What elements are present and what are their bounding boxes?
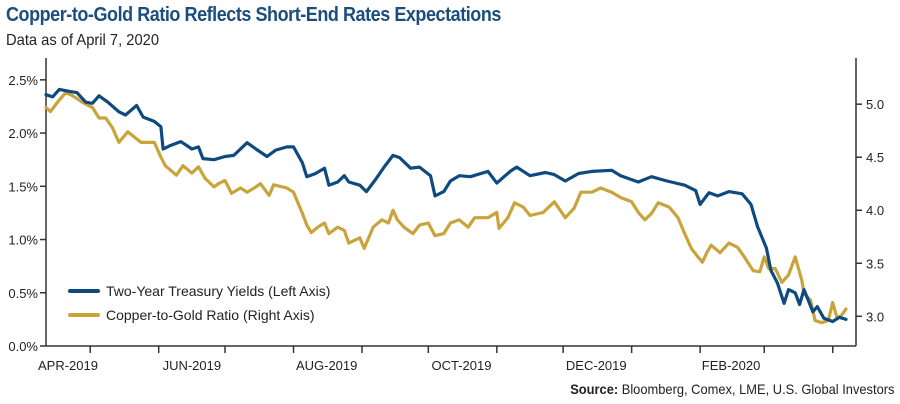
left-axis-tick-label: 2.5% <box>8 73 38 88</box>
chart-subtitle: Data as of April 7, 2020 <box>6 32 160 49</box>
right-axis-tick-label: 3.5 <box>866 256 884 271</box>
legend-label-treasury: Two-Year Treasury Yields (Left Axis) <box>106 283 330 299</box>
treasury-yield-line <box>44 87 848 324</box>
copper-gold-ratio-line <box>44 90 848 325</box>
left-axis-tick-label: 0.5% <box>8 286 38 301</box>
left-axis-tick-label: 2.0% <box>8 126 38 141</box>
legend: Two-Year Treasury Yields (Left Axis) Cop… <box>68 283 330 323</box>
source-note: Source: Bloomberg, Comex, LME, U.S. Glob… <box>570 381 894 397</box>
left-axis-tick-label: 1.0% <box>8 233 38 248</box>
source-label: Source: <box>569 381 618 397</box>
x-axis-tick-label: DEC-2019 <box>566 358 627 373</box>
right-axis-tick-label: 4.0 <box>866 203 884 218</box>
x-axis-tick-label: FEB-2020 <box>702 358 761 373</box>
right-axis-tick-label: 5.0 <box>866 97 884 112</box>
right-axis-tick-label: 4.5 <box>866 150 884 165</box>
axes: 0.0% 0.5% 1.0% 1.5% 2.0% 2.5% 3.0 3.5 4.0 4.5 5.0 A… <box>8 58 884 373</box>
source-text: Bloomberg, Comex, LME, U.S. Global Inves… <box>617 381 894 397</box>
legend-label-copper-gold: Copper-to-Gold Ratio (Right Axis) <box>106 307 315 323</box>
right-axis-tick-label: 3.0 <box>866 309 884 324</box>
left-axis-tick-label: 1.5% <box>8 179 38 194</box>
x-axis-tick-label: APR-2019 <box>38 358 98 373</box>
x-axis-tick-label: JUN-2019 <box>163 358 222 373</box>
series-lines <box>44 87 848 325</box>
x-axis-tick-label: OCT-2019 <box>431 358 491 373</box>
left-axis-tick-label: 0.0% <box>8 339 38 354</box>
x-axis-tick-label: AUG-2019 <box>296 358 357 373</box>
chart-title: Copper-to-Gold Ratio Reflects Short-End … <box>6 4 501 26</box>
